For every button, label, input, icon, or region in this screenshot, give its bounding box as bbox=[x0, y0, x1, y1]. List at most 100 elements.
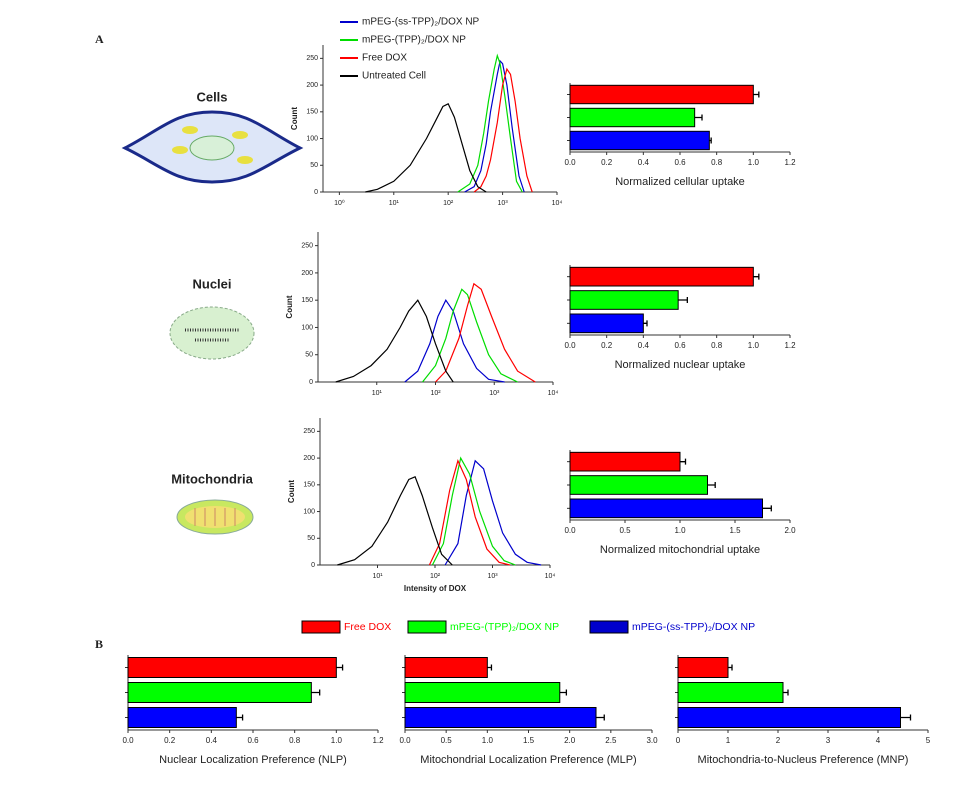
panel-label: B bbox=[95, 637, 103, 651]
y-tick-label: 100 bbox=[306, 135, 318, 142]
x-tick-label: 1.0 bbox=[331, 736, 343, 745]
x-tick-label: 5 bbox=[926, 736, 931, 745]
error-bar bbox=[336, 664, 344, 671]
x-tick-label: 1.2 bbox=[372, 736, 384, 745]
bar bbox=[569, 107, 696, 128]
x-axis-label: Intensity of DOX bbox=[404, 584, 467, 593]
histogram-line bbox=[473, 67, 533, 193]
histogram-line bbox=[435, 282, 536, 383]
x-tick-label: 0.0 bbox=[399, 736, 411, 745]
x-tick-label: 1.0 bbox=[674, 526, 686, 535]
error-bar bbox=[709, 137, 712, 144]
histogram-line bbox=[422, 288, 518, 383]
bar bbox=[677, 707, 901, 728]
histogram-line bbox=[337, 476, 453, 566]
legend-label: mPEG-(TPP)₂/DOX NP bbox=[362, 35, 466, 46]
histogram-line bbox=[431, 456, 516, 566]
bar bbox=[569, 84, 754, 105]
bar bbox=[569, 475, 708, 495]
bar bbox=[677, 682, 784, 703]
row-label: Cells bbox=[196, 89, 227, 104]
x-tick-label: 10¹ bbox=[372, 573, 383, 580]
error-bar bbox=[236, 714, 244, 721]
x-tick-label: 1.5 bbox=[523, 736, 535, 745]
x-tick-label: 1 bbox=[726, 736, 731, 745]
error-bar bbox=[596, 714, 605, 721]
error-bar bbox=[728, 664, 733, 671]
x-axis-label: Normalized cellular uptake bbox=[615, 176, 745, 188]
bar bbox=[569, 498, 763, 519]
error-bar bbox=[487, 664, 493, 671]
error-bar bbox=[559, 689, 568, 696]
y-tick-label: 150 bbox=[303, 482, 315, 489]
y-tick-label: 100 bbox=[303, 508, 315, 515]
error-bar bbox=[678, 297, 688, 303]
nucleus-icon bbox=[169, 306, 255, 360]
error-bar bbox=[900, 714, 912, 721]
x-tick-label: 10⁴ bbox=[545, 573, 556, 580]
x-tick-label: 0.2 bbox=[601, 158, 613, 167]
x-tick-label: 0.0 bbox=[564, 526, 576, 535]
bar bbox=[404, 682, 561, 703]
y-tick-label: 200 bbox=[303, 455, 315, 462]
bar bbox=[569, 313, 644, 334]
error-bar bbox=[311, 689, 321, 696]
error-bar bbox=[680, 458, 687, 465]
x-tick-label: 10⁰ bbox=[334, 199, 345, 207]
x-tick-label: 10³ bbox=[487, 573, 498, 580]
error-bar bbox=[783, 689, 789, 696]
y-axis-label: Count bbox=[290, 107, 299, 130]
legend-swatch bbox=[301, 620, 341, 634]
x-tick-label: 10³ bbox=[489, 390, 500, 397]
x-tick-label: 0.4 bbox=[638, 158, 650, 167]
histogram-line bbox=[335, 299, 454, 383]
error-bar bbox=[707, 482, 716, 488]
x-axis-label: Normalized nuclear uptake bbox=[615, 359, 746, 371]
error-bar bbox=[694, 114, 703, 121]
x-tick-label: 0.5 bbox=[441, 736, 453, 745]
x-tick-label: 4 bbox=[876, 736, 881, 745]
x-tick-label: 10¹ bbox=[372, 390, 383, 397]
x-tick-label: 0.0 bbox=[564, 341, 576, 350]
x-tick-label: 1.5 bbox=[729, 526, 741, 535]
y-tick-label: 50 bbox=[307, 535, 315, 542]
legend-swatch bbox=[407, 620, 447, 634]
x-tick-label: 0.4 bbox=[638, 341, 650, 350]
bar bbox=[127, 682, 312, 703]
x-tick-label: 10³ bbox=[498, 200, 509, 207]
y-tick-label: 0 bbox=[314, 189, 318, 196]
bar bbox=[404, 707, 597, 728]
x-axis-label: Nuclear Localization Preference (NLP) bbox=[159, 754, 347, 766]
x-axis-label: Mitochondria-to-Nucleus Preference (MNP) bbox=[698, 754, 909, 766]
legend-label: Free DOX bbox=[362, 53, 407, 64]
x-tick-label: 3 bbox=[826, 736, 831, 745]
y-tick-label: 50 bbox=[305, 352, 313, 359]
histogram-line bbox=[404, 299, 505, 383]
y-tick-label: 0 bbox=[309, 379, 313, 386]
y-tick-label: 250 bbox=[301, 242, 313, 249]
x-tick-label: 0.8 bbox=[289, 736, 301, 745]
mitochondria-icon bbox=[176, 499, 254, 535]
x-tick-label: 0.0 bbox=[122, 736, 134, 745]
x-tick-label: 0.6 bbox=[674, 341, 686, 350]
bar bbox=[127, 707, 237, 728]
error-bar bbox=[643, 320, 648, 327]
y-tick-label: 50 bbox=[310, 162, 318, 169]
bar bbox=[127, 657, 337, 678]
cell-icon bbox=[121, 110, 304, 184]
x-tick-label: 1.0 bbox=[748, 158, 760, 167]
row-label: Nuclei bbox=[192, 276, 231, 291]
x-tick-label: 2.0 bbox=[784, 526, 796, 535]
error-bar bbox=[762, 505, 772, 512]
x-tick-label: 0 bbox=[676, 736, 681, 745]
y-tick-label: 150 bbox=[301, 297, 313, 304]
x-tick-label: 1.2 bbox=[784, 341, 796, 350]
row-label: Mitochondria bbox=[171, 471, 253, 486]
histogram-line bbox=[444, 459, 542, 566]
y-tick-label: 200 bbox=[301, 270, 313, 277]
x-axis-label: Mitochondrial Localization Preference (M… bbox=[420, 754, 636, 766]
x-tick-label: 2.5 bbox=[605, 736, 617, 745]
bar bbox=[677, 657, 729, 678]
legend-label: Free DOX bbox=[344, 621, 391, 633]
